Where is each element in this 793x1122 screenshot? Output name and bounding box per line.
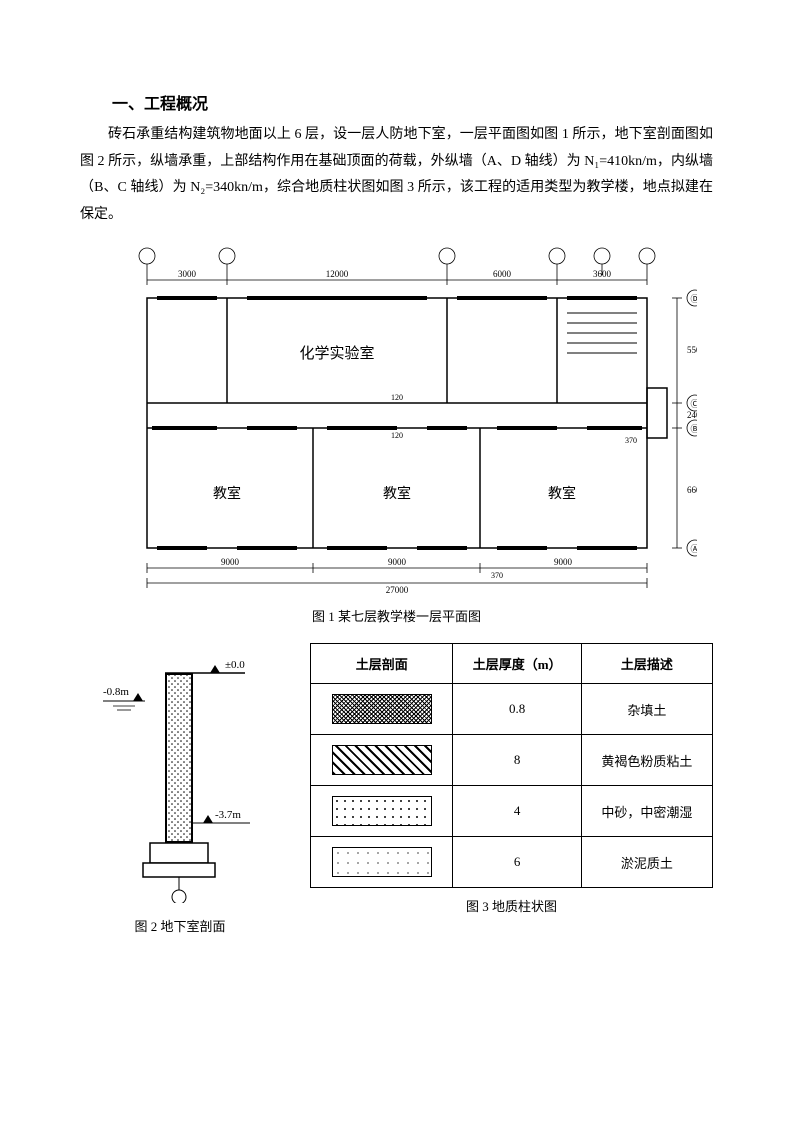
soil-desc: 杂填土	[581, 684, 712, 735]
dim-370r: 370	[625, 436, 637, 445]
table-row: 4中砂，中密潮湿	[311, 786, 713, 837]
soil-swatch-cell	[311, 837, 453, 888]
floor-plan-svg: 化学实验室 教室 教室 教室 9000 9000 9000 27000 370	[97, 238, 697, 598]
figure-1-area: 化学实验室 教室 教室 教室 9000 9000 9000 27000 370	[80, 238, 713, 625]
soil-thickness: 8	[453, 735, 581, 786]
geo-th-1: 土层剖面	[311, 644, 453, 684]
soil-desc: 淤泥质土	[581, 837, 712, 888]
soil-desc: 中砂，中密潮湿	[581, 786, 712, 837]
dim-total: 27000	[385, 585, 408, 595]
geology-table: 土层剖面 土层厚度（m） 土层描述 0.8杂填土8黄褐色粉质粘土4中砂，中密潮湿…	[310, 643, 713, 888]
dim-offset-370: 370	[491, 571, 503, 580]
section-title: 一、工程概况	[80, 90, 713, 114]
level-water: -0.8m	[103, 686, 129, 698]
soil-thickness: 0.8	[453, 684, 581, 735]
room-label-chem: 化学实验室	[299, 345, 374, 362]
table-row: 8黄褐色粉质粘土	[311, 735, 713, 786]
axis-a: Ⓐ	[690, 544, 697, 554]
dim-r1: 5500	[687, 345, 697, 355]
geo-th-3: 土层描述	[581, 644, 712, 684]
dim-120b: 120	[391, 431, 403, 440]
soil-thickness: 4	[453, 786, 581, 837]
soil-swatch	[332, 745, 432, 775]
dim-r3: 6600	[687, 485, 697, 495]
level-footing: -3.7m	[215, 809, 241, 821]
dim-t3: 6000	[493, 269, 512, 279]
level-ground: ±0.0	[225, 659, 245, 671]
soil-swatch	[332, 694, 432, 724]
soil-thickness: 6	[453, 837, 581, 888]
axis-b: Ⓑ	[690, 424, 697, 434]
figure-1-caption: 图 1 某七层教学楼一层平面图	[80, 606, 713, 625]
section-svg: ±0.0 -0.8m -3.7m	[95, 643, 265, 903]
intro-paragraph: 砖石承重结构建筑物地面以上 6 层，设一层人防地下室，一层平面图如图 1 所示，…	[80, 122, 713, 228]
table-row: 6淤泥质土	[311, 837, 713, 888]
figure-3-caption: 图 3 地质柱状图	[310, 896, 713, 915]
soil-swatch	[332, 796, 432, 826]
figure-2-caption: 图 2 地下室剖面	[80, 916, 280, 935]
geo-th-2: 土层厚度（m）	[453, 644, 581, 684]
axis-c: Ⓒ	[690, 399, 697, 409]
soil-swatch	[332, 847, 432, 877]
dim-b3: 9000	[554, 557, 573, 567]
table-row: 0.8杂填土	[311, 684, 713, 735]
soil-swatch-cell	[311, 735, 453, 786]
dim-b1: 9000	[221, 557, 240, 567]
dim-t2: 12000	[325, 269, 348, 279]
soil-desc: 黄褐色粉质粘土	[581, 735, 712, 786]
dim-r2: 2400	[687, 410, 697, 420]
room-label-class-2: 教室	[383, 485, 411, 502]
dim-120a: 120	[391, 393, 403, 402]
dim-b2: 9000	[388, 557, 407, 567]
axis-d: Ⓓ	[690, 294, 697, 304]
room-label-class-1: 教室	[213, 485, 241, 502]
figure-3-area: 土层剖面 土层厚度（m） 土层描述 0.8杂填土8黄褐色粉质粘土4中砂，中密潮湿…	[310, 643, 713, 915]
room-label-class-3: 教室	[548, 485, 576, 502]
figure-2-area: ±0.0 -0.8m -3.7m	[80, 643, 280, 935]
soil-swatch-cell	[311, 786, 453, 837]
soil-swatch-cell	[311, 684, 453, 735]
dim-t1: 3000	[178, 269, 197, 279]
